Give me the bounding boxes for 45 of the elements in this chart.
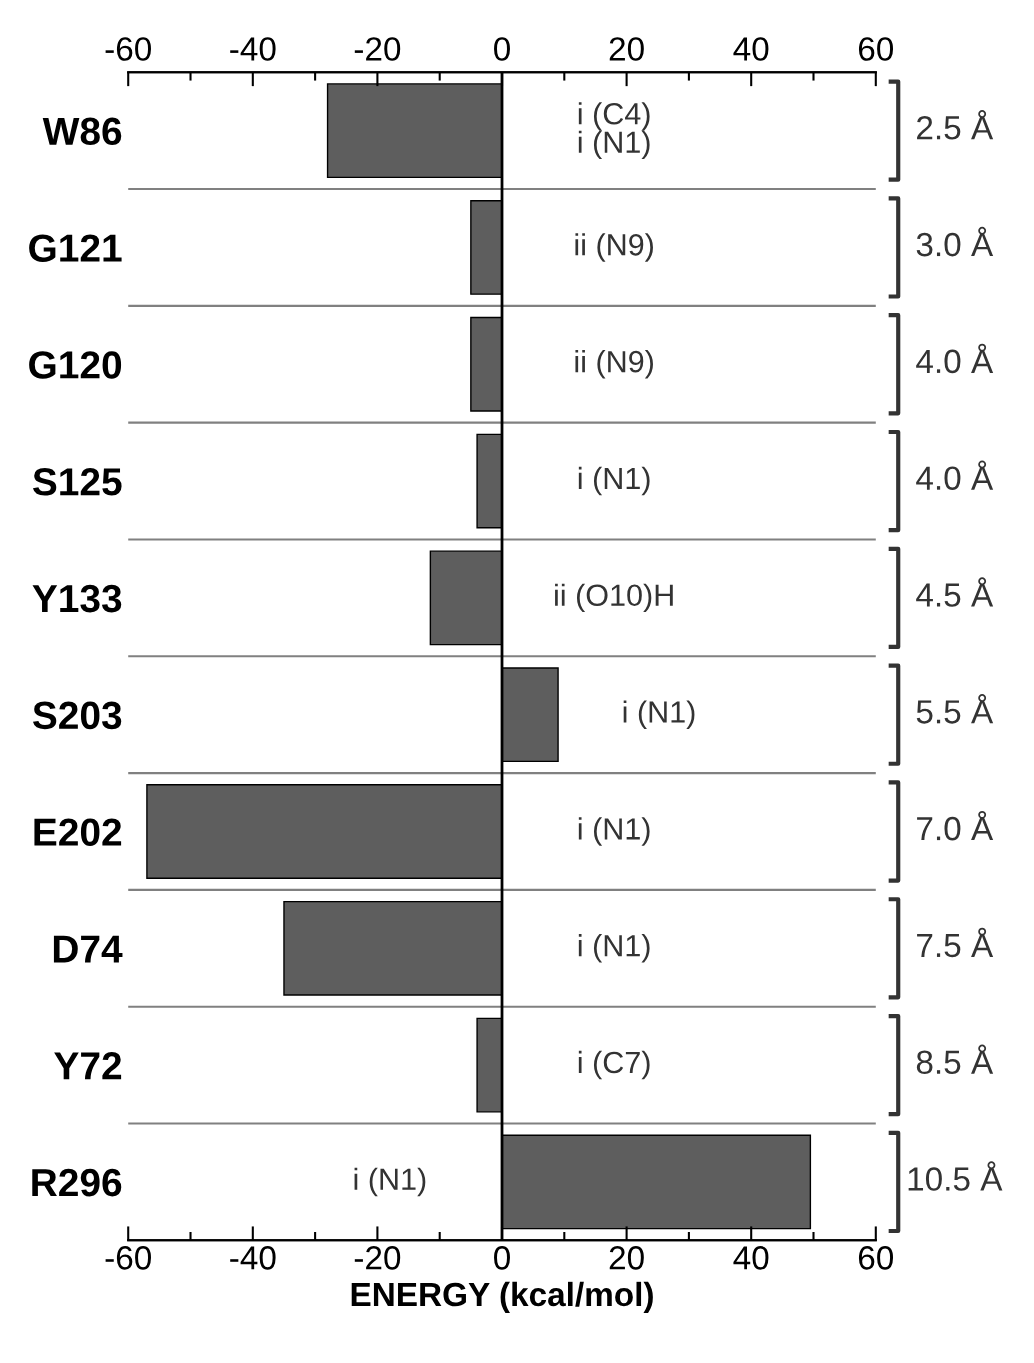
x2-tick-label: 60	[858, 37, 894, 61]
annotation: i (N1)	[623, 700, 695, 729]
x2-tick-label: 20	[609, 37, 644, 61]
x2-tick-label: 0	[494, 37, 510, 61]
annotation: ii (N9)	[575, 233, 653, 262]
x2-tick-label: 40	[733, 37, 769, 61]
y-tick-label: G120	[29, 351, 122, 379]
annotation: i (N1)	[578, 466, 650, 496]
annotation: ii (N9)	[575, 350, 653, 379]
x2-tick-label: -40	[230, 37, 276, 61]
annotation: i (C4) i (N1)	[578, 102, 650, 160]
annotation: i (N1)	[578, 934, 650, 963]
x-tick-label: -60	[105, 1246, 151, 1270]
text: 8.5 Å	[916, 1044, 994, 1075]
y-tick-label: W86	[42, 117, 122, 146]
x-tick-label: -20	[354, 1246, 401, 1270]
y-tick-label: G121	[29, 234, 122, 262]
y-tick-label: Y133	[32, 584, 122, 613]
y-tick-label: E202	[34, 818, 122, 846]
text: 4.5 Å	[916, 577, 994, 607]
x2-tick-label: -20	[354, 37, 401, 61]
x-tick-label: 40	[733, 1246, 769, 1270]
x-tick-label: 20	[609, 1246, 644, 1270]
annotation: i (C7)	[578, 1050, 650, 1080]
text: 10.5 Å	[908, 1161, 1003, 1191]
y-tick-label: S203	[32, 701, 122, 730]
y-tick-label: Y72	[54, 1052, 122, 1080]
text: 7.0 Å	[917, 810, 994, 841]
text: 4.0 Å	[916, 460, 994, 491]
x-tick-label: -40	[230, 1246, 276, 1270]
text: 3.0 Å	[916, 226, 994, 257]
annotation: i (N1)	[578, 817, 650, 846]
x-axis-title: ENERGY (kcal/mol)	[351, 1281, 653, 1313]
annotation: i (N1)	[354, 1167, 426, 1197]
annotation: ii (O10)H	[555, 583, 673, 613]
x2-tick-label: -60	[105, 37, 151, 61]
text: 2.5 Å	[917, 110, 994, 140]
text: 5.5 Å	[916, 694, 994, 724]
x-tick-label: 60	[858, 1246, 894, 1270]
y-tick-label: S125	[32, 468, 122, 496]
text: 4.0 Å	[916, 343, 994, 374]
text: 7.5 Å	[917, 927, 994, 958]
x-tick-label: 0	[494, 1246, 510, 1270]
y-tick-label: R296	[32, 1168, 122, 1197]
y-tick-label: D74	[53, 935, 123, 963]
